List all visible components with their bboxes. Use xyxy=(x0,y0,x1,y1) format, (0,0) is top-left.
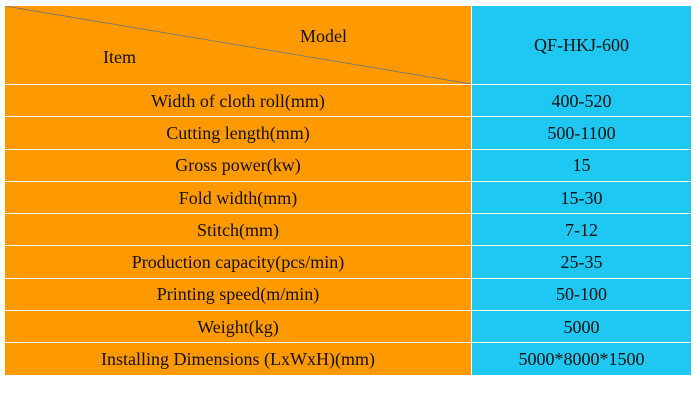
spec-label-cell: Stitch(mm) xyxy=(4,213,472,247)
spec-table-body: Model Item QF-HKJ-600 Width of cloth rol… xyxy=(4,5,692,376)
spec-value-cell: 500-1100 xyxy=(471,116,692,150)
diagonal-header-cell: Model Item xyxy=(4,5,472,85)
spec-label-cell: Weight(kg) xyxy=(4,310,472,344)
table-row: Printing speed(m/min) 50-100 xyxy=(4,277,692,312)
spec-label-cell: Installing Dimensions (LxWxH)(mm) xyxy=(4,342,472,376)
spec-value-cell: 50-100 xyxy=(471,277,692,312)
table-row: Fold width(mm) 15-30 xyxy=(4,180,692,215)
table-row: Stitch(mm) 7-12 xyxy=(4,213,692,247)
table-row: Cutting length(mm) 500-1100 xyxy=(4,116,692,150)
header-row: Model Item QF-HKJ-600 xyxy=(4,5,692,85)
spec-value-cell: 5000*8000*1500 xyxy=(471,342,692,376)
table-row: Width of cloth roll(mm) 400-520 xyxy=(4,83,692,118)
spec-value-cell: 7-12 xyxy=(471,213,692,247)
model-corner-label: Model xyxy=(300,26,347,46)
spec-table: Model Item QF-HKJ-600 Width of cloth rol… xyxy=(4,5,692,376)
table-row: Installing Dimensions (LxWxH)(mm) 5000*80… xyxy=(4,342,692,376)
spec-value-cell: 15-30 xyxy=(471,180,692,215)
spec-value-cell: 25-35 xyxy=(471,245,692,279)
table-row: Weight(kg) 5000 xyxy=(4,310,692,344)
spec-label-cell: Production capacity(pcs/min) xyxy=(4,245,472,279)
spec-value-cell: 400-520 xyxy=(471,83,692,118)
spec-value-cell: 15 xyxy=(471,148,692,182)
spec-label-cell: Cutting length(mm) xyxy=(4,116,472,150)
spec-label-cell: Printing speed(m/min) xyxy=(4,277,472,312)
diagonal-divider xyxy=(5,6,471,84)
spec-label-cell: Fold width(mm) xyxy=(4,180,472,215)
table-row: Gross power(kw) 15 xyxy=(4,148,692,182)
spec-value-cell: 5000 xyxy=(471,310,692,344)
spec-label-cell: Gross power(kw) xyxy=(4,148,472,182)
item-corner-label: Item xyxy=(103,47,136,67)
model-name-cell: QF-HKJ-600 xyxy=(471,5,692,85)
table-row: Production capacity(pcs/min) 25-35 xyxy=(4,245,692,279)
spec-label-cell: Width of cloth roll(mm) xyxy=(4,83,472,118)
